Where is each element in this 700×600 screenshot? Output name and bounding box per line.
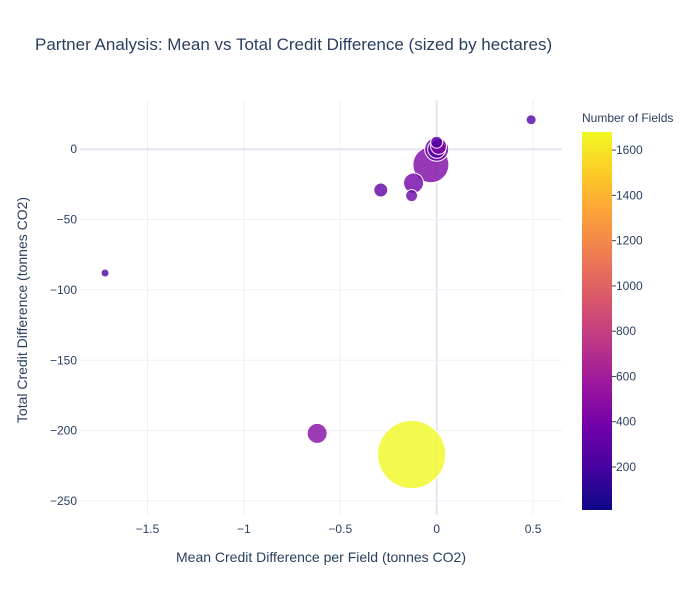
data-point <box>430 135 444 149</box>
data-point <box>405 189 419 203</box>
x-tick-label: −1.5 <box>136 522 160 536</box>
x-tick-label: −0.5 <box>328 522 352 536</box>
y-tick-label: −100 <box>50 283 77 297</box>
data-point <box>100 268 110 278</box>
x-tick-label: −1 <box>237 522 251 536</box>
colorbar-tick-label: 400 <box>616 415 636 429</box>
data-point <box>525 114 537 126</box>
data-point <box>377 420 447 490</box>
chart-title: Partner Analysis: Mean vs Total Credit D… <box>35 35 552 54</box>
colorbar-tick-label: 1600 <box>616 143 643 157</box>
grid <box>80 100 562 515</box>
y-tick-label: −200 <box>50 424 77 438</box>
data-point <box>306 422 328 444</box>
y-tick-label: −150 <box>50 353 77 367</box>
y-tick-label: −50 <box>57 213 78 227</box>
y-axis-ticks: 0 −50 −100 −150 −200 −250 <box>50 142 77 508</box>
colorbar-tick-label: 800 <box>616 324 636 338</box>
colorbar-tick-label: 600 <box>616 369 636 383</box>
y-axis-title: Total Credit Difference (tonnes CO2) <box>14 197 30 423</box>
colorbar-tick-label: 1000 <box>616 279 643 293</box>
x-axis-title: Mean Credit Difference per Field (tonnes… <box>176 549 466 565</box>
colorbar-tick-label: 1400 <box>616 188 643 202</box>
y-tick-label: 0 <box>70 142 77 156</box>
data-points <box>100 114 537 490</box>
colorbar-ticks: 200 400 600 800 1000 1200 1400 1600 <box>612 143 643 474</box>
x-tick-label: 0.5 <box>525 522 542 536</box>
x-axis-ticks: −1.5 −1 −0.5 0 0.5 <box>136 522 542 536</box>
colorbar <box>582 132 612 510</box>
x-tick-label: 0 <box>433 522 440 536</box>
y-tick-label: −250 <box>50 494 77 508</box>
data-point <box>373 182 389 198</box>
colorbar-tick-label: 1200 <box>616 234 643 248</box>
colorbar-title: Number of Fields <box>582 111 673 125</box>
colorbar-tick-label: 200 <box>616 460 636 474</box>
